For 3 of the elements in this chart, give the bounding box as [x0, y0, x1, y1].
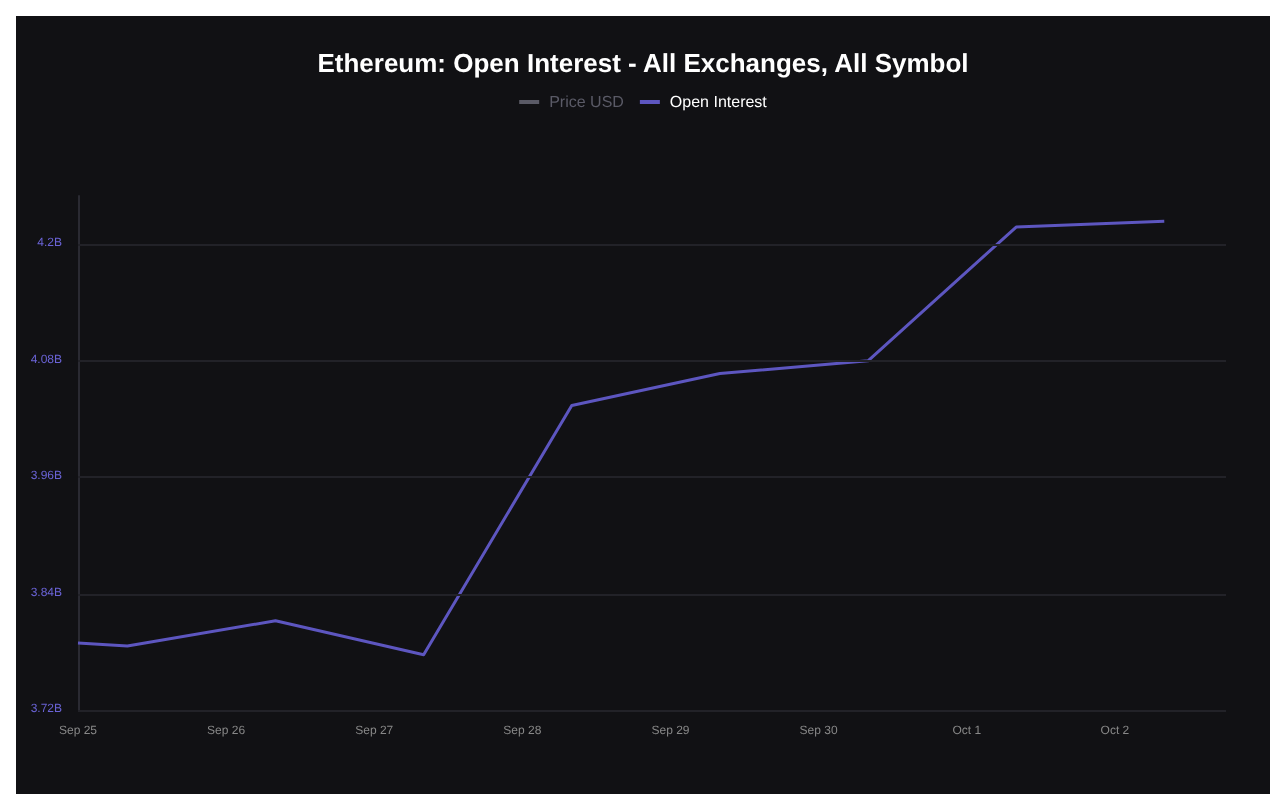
- legend-label: Price USD: [549, 93, 625, 111]
- legend-label: Open Interest: [669, 93, 769, 111]
- chart-title: Ethereum: Open Interest - All Exchanges, All Symbol: [317, 48, 969, 78]
